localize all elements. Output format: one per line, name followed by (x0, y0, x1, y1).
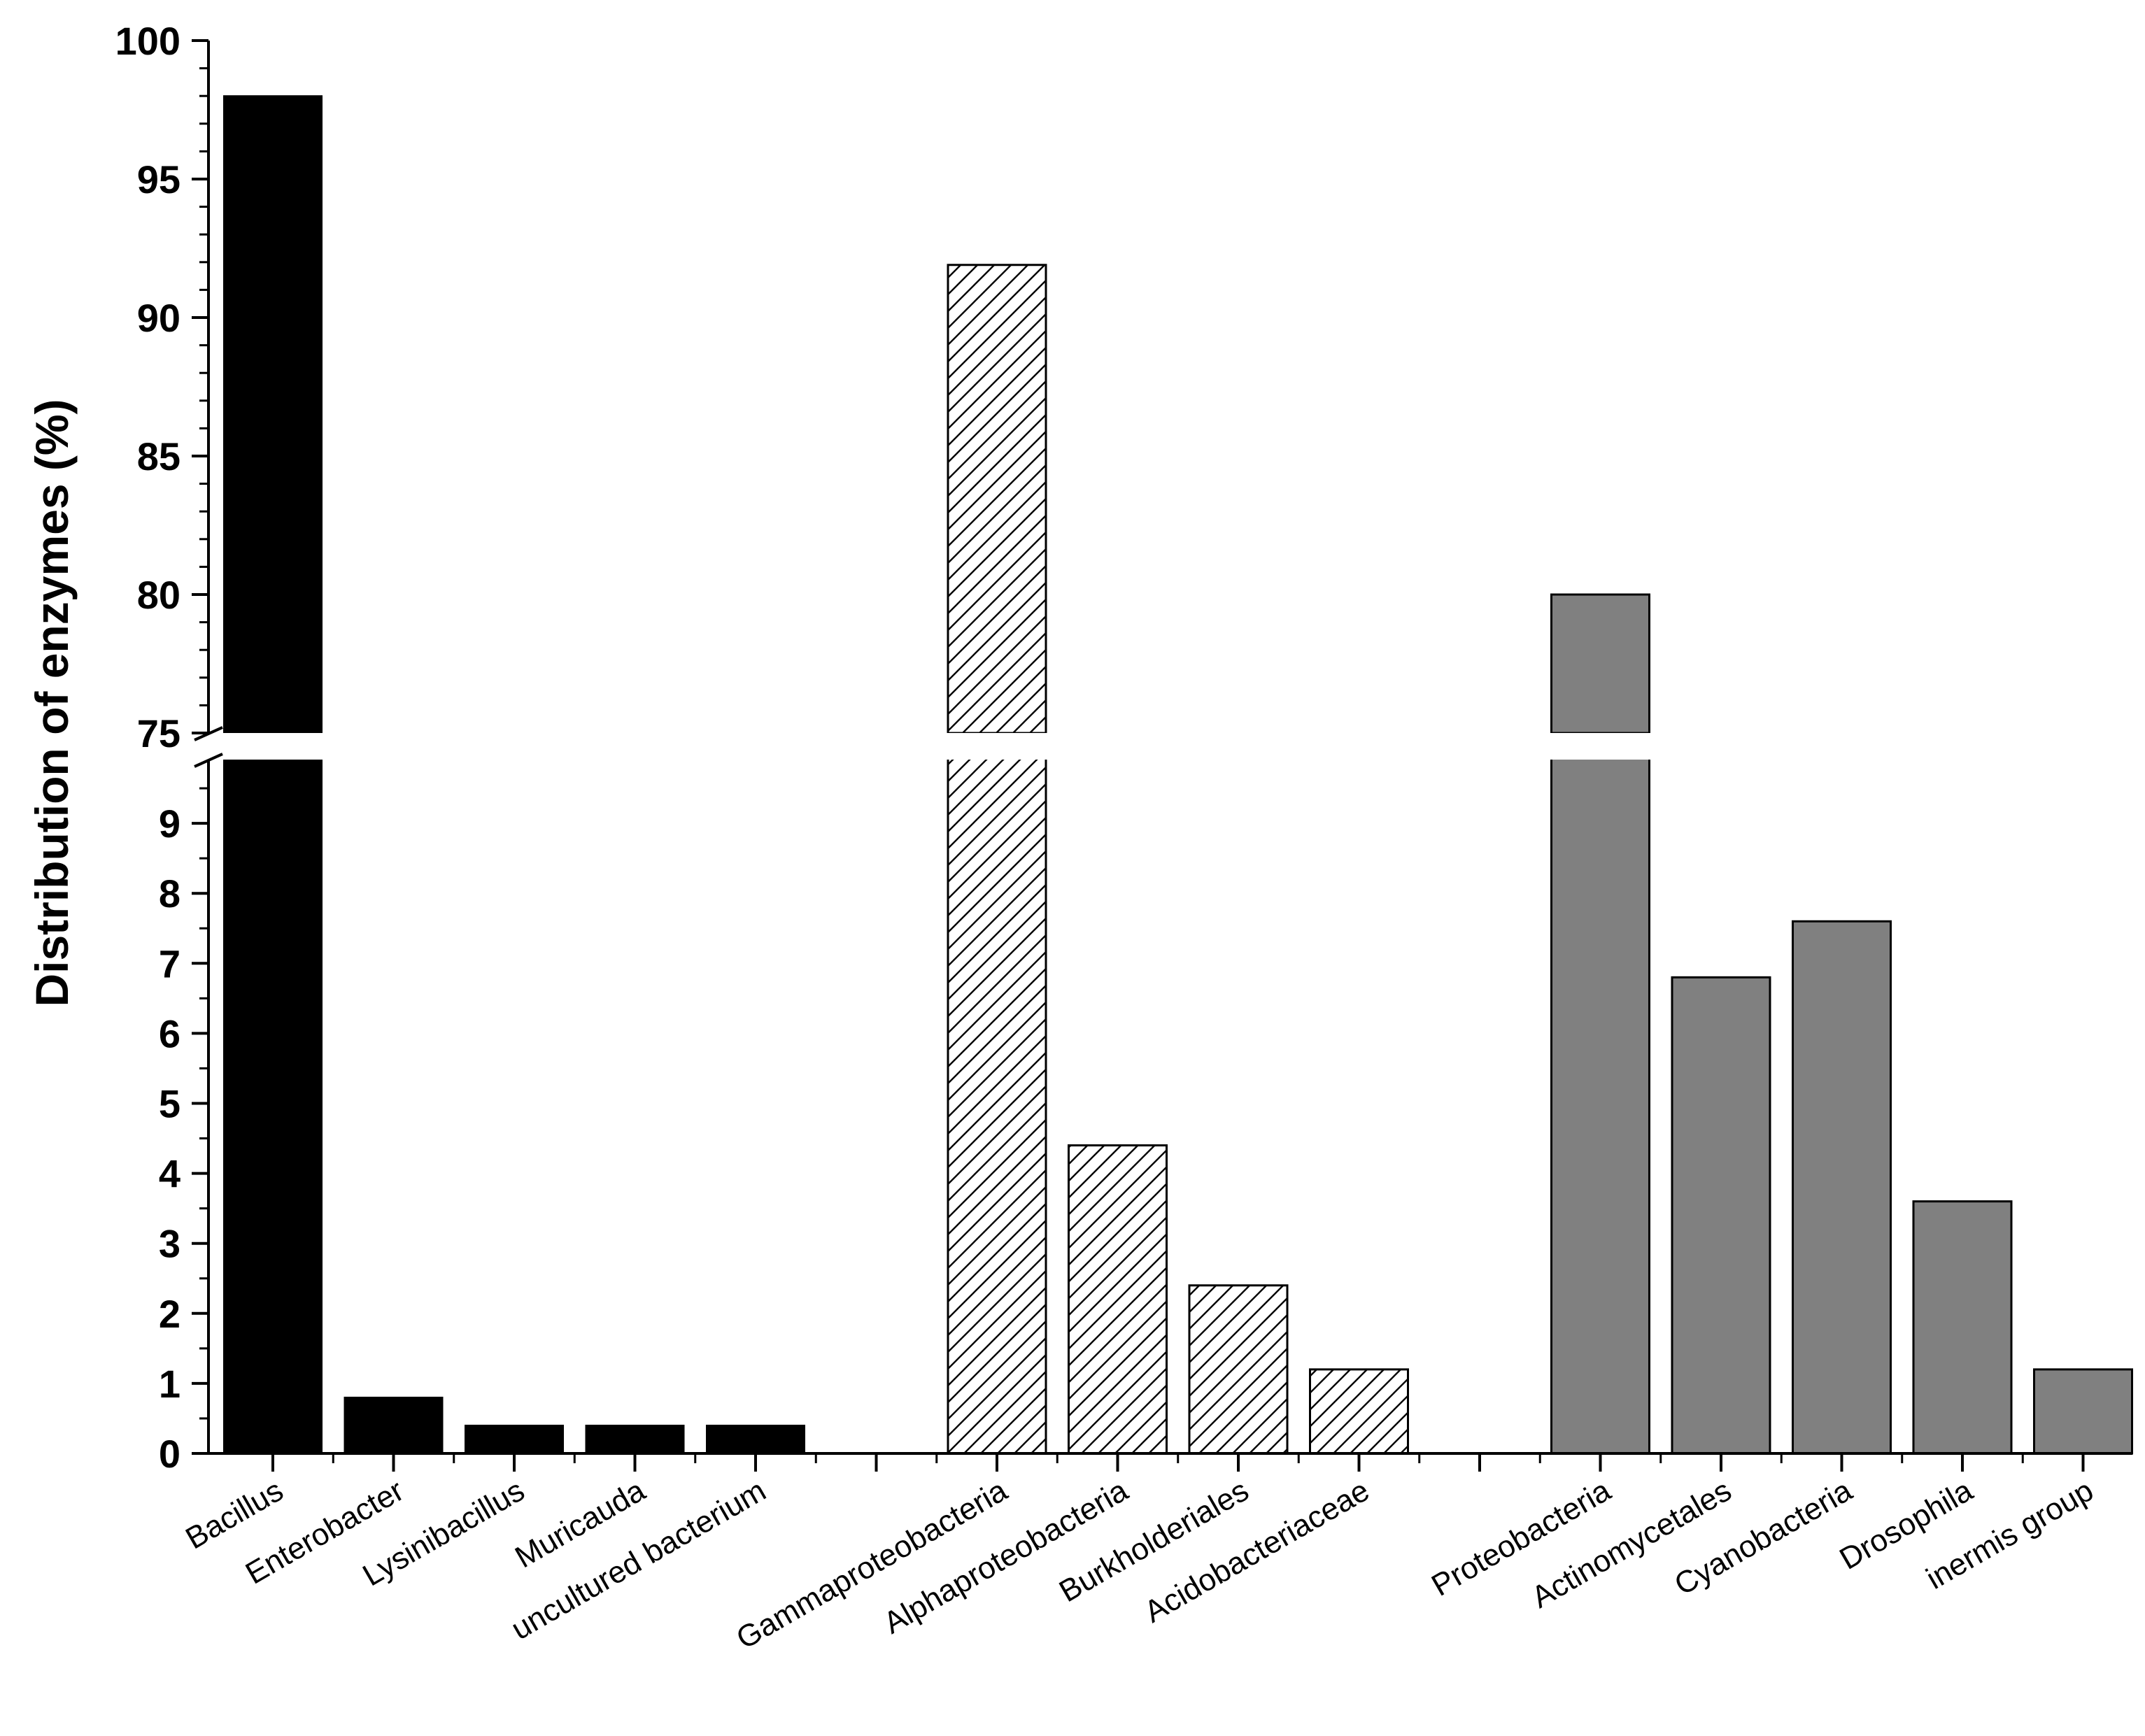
y-tick-label: 3 (159, 1222, 180, 1266)
y-tick-label: 1 (159, 1362, 180, 1406)
y-tick-label: 90 (137, 296, 180, 340)
bar-proteobacteria-lower (1550, 731, 1650, 1455)
bar-gammaproteobacteria-upper (947, 264, 1047, 734)
bar-proteobacteria-upper (1550, 593, 1650, 734)
y-axis-label: Distribution of enzymes (%) (26, 399, 78, 1006)
axis-break-mark (194, 753, 223, 768)
y-tick-label: 80 (137, 573, 180, 617)
bar-muricauda (585, 1424, 685, 1454)
labels-layer: Distribution of enzymes (%) BacillusEnte… (26, 19, 2100, 1656)
y-tick-label: 100 (115, 19, 180, 63)
bars-layer (221, 95, 2133, 1455)
y-tick-label: 2 (159, 1292, 180, 1336)
bar-acidobacteriaceae (1309, 1368, 1409, 1455)
bar-gammaproteobacteria-lower (947, 731, 1047, 1455)
y-tick-label: 75 (137, 711, 180, 755)
y-tick-label: 4 (159, 1152, 180, 1196)
bar-bacillus-lower (223, 732, 323, 1454)
y-tick-label: 8 (159, 871, 180, 916)
y-tick-label: 95 (137, 157, 180, 201)
y-tick-label: 6 (159, 1011, 180, 1055)
bar-enterobacter (344, 1396, 444, 1455)
x-tick-label: Actinomycetales (1526, 1473, 1737, 1615)
y-tick-label: 0 (159, 1432, 180, 1476)
bar-bacillus-upper (223, 95, 323, 734)
bar-burkholderiales (1188, 1284, 1289, 1455)
bar-alphaproteobacteria (1068, 1144, 1168, 1455)
axes-layer (192, 39, 2132, 1472)
y-tick-label: 85 (137, 434, 180, 478)
x-tick-label: Acidobacteriaceae (1138, 1473, 1375, 1629)
bar-actinomycetales (1671, 976, 1771, 1455)
bar-cyanobacteria (1792, 920, 1892, 1455)
y-tick-label: 7 (159, 941, 180, 986)
bar-break-gap (945, 733, 1049, 760)
bar-lysinibacillus (465, 1424, 564, 1454)
bar-break-gap (221, 733, 325, 760)
bar-inermis-group (2033, 1368, 2133, 1455)
y-tick-label: 9 (159, 802, 180, 846)
y-tick-label: 5 (159, 1082, 180, 1126)
bar-drosophila (1912, 1200, 2013, 1455)
bar-break-gap (1548, 733, 1652, 760)
bar-uncultured-bacterium (706, 1424, 805, 1454)
